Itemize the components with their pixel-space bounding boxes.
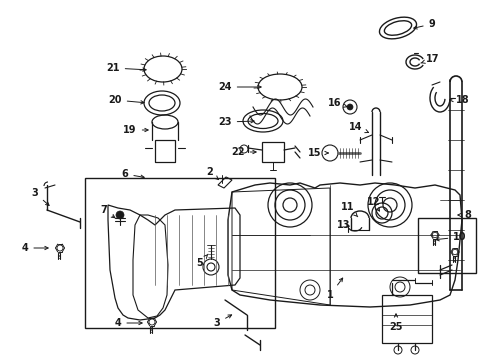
Text: 11: 11 [341,202,357,217]
Circle shape [116,211,124,219]
Circle shape [346,104,352,110]
Bar [417,218,475,273]
Text: 20: 20 [108,95,144,105]
Text: 21: 21 [106,63,146,73]
Text: 25: 25 [388,314,402,332]
Text: 23: 23 [218,117,254,127]
Text: 4: 4 [21,243,48,253]
Bar [85,178,274,328]
Bar [381,295,431,343]
Text: 6: 6 [122,169,144,179]
Text: 9: 9 [413,19,434,29]
Bar [155,140,175,162]
Bar [262,142,284,162]
Text: 3: 3 [32,188,49,206]
Text: 7: 7 [101,205,115,218]
Text: 8: 8 [457,210,470,220]
Text: 4: 4 [114,318,142,328]
Text: 1: 1 [326,278,342,300]
Text: 2: 2 [206,167,218,180]
Text: 5: 5 [196,254,207,268]
Text: 13: 13 [337,220,350,230]
Text: 17: 17 [420,54,439,64]
Text: 19: 19 [123,125,148,135]
Text: 24: 24 [218,82,261,92]
Text: 10: 10 [435,232,466,242]
Text: 12: 12 [366,197,380,211]
Text: 15: 15 [307,148,327,158]
Text: 3: 3 [213,315,231,328]
Text: 18: 18 [449,95,469,105]
Text: 16: 16 [327,98,346,108]
Text: 22: 22 [231,147,256,157]
Text: 14: 14 [348,122,368,132]
